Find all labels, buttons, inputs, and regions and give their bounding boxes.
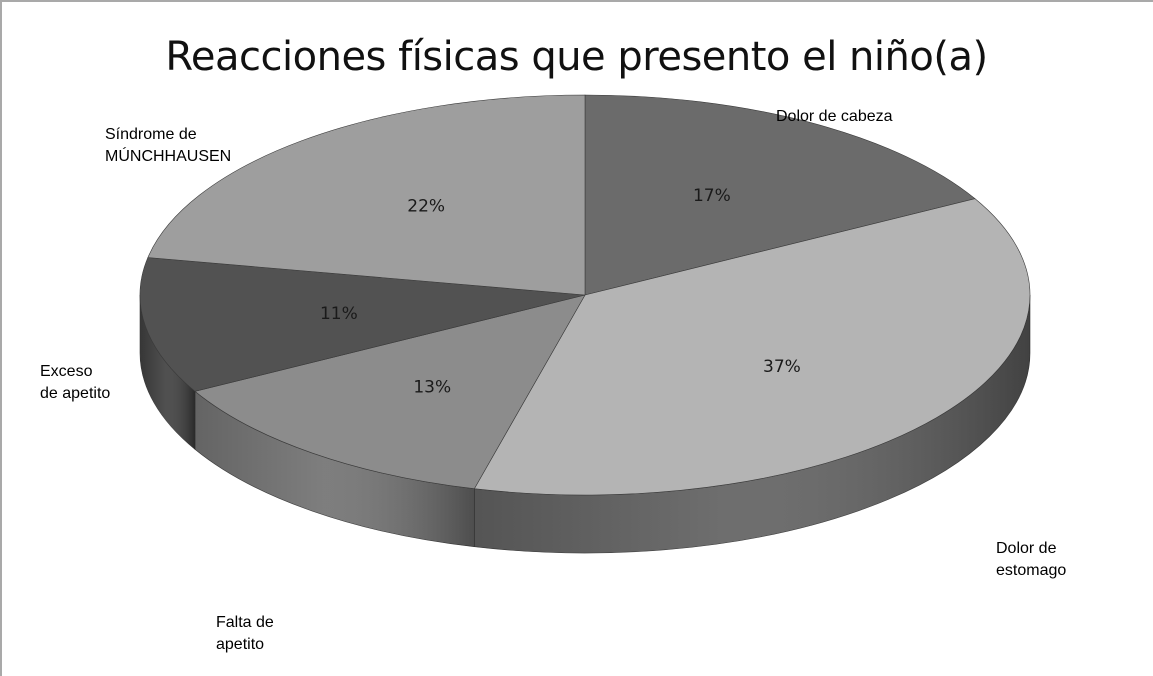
pie-slice-side-shade <box>140 295 196 450</box>
pie-slice-value-label: 37% <box>763 357 801 377</box>
pie-slice <box>194 294 586 490</box>
pie-slice-side-shade <box>474 295 1030 553</box>
pie-slice-category-label: Síndrome de MÚNCHHAUSEN <box>105 126 231 165</box>
pie-slice-category-label: Exceso de apetito <box>40 363 110 402</box>
pie-slice-value-label: 17% <box>693 186 731 206</box>
pie-slice <box>473 198 1031 496</box>
pie-slice-value-label: 22% <box>407 197 445 217</box>
pie-slice-category-label: Falta de apetito <box>216 614 274 653</box>
pie-slice-category-label: Dolor de cabeza <box>776 108 893 125</box>
chart-title: Reacciones físicas que presento el niño(… <box>165 34 988 80</box>
pie-slice-value-label: 11% <box>320 304 358 324</box>
pie-slice <box>584 94 976 296</box>
pie-slice-category-label: Dolor de estomago <box>996 540 1066 579</box>
pie-slice <box>147 94 586 296</box>
pie-slice-side-shade <box>195 391 475 547</box>
pie-slice-value-label: 13% <box>413 378 451 398</box>
pie-slice <box>139 257 586 392</box>
